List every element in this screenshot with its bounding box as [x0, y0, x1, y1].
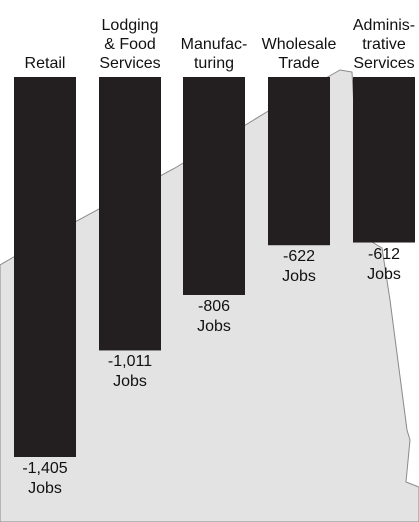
bars-group — [14, 77, 415, 457]
category-label-retail: Retail — [24, 55, 66, 72]
category-label-wholesale-trade: Wholesale Trade — [261, 36, 337, 72]
value-label-manufacturing: -806 Jobs — [197, 297, 231, 335]
category-label-lodging-food-services: Lodging & Food Services — [99, 17, 161, 72]
value-label-retail: -1,405 Jobs — [22, 460, 68, 497]
bar-lodging-food-services — [99, 77, 161, 351]
bar-wholesale-trade — [268, 77, 330, 246]
bar-retail — [14, 77, 76, 457]
bar-administrative-services — [353, 77, 415, 243]
bar-manufacturing — [183, 77, 245, 295]
value-label-wholesale-trade: -622 Jobs — [282, 248, 316, 286]
value-label-administrative-services: -612 Jobs — [367, 245, 401, 283]
category-label-manufacturing: Manufac- turing — [180, 36, 248, 72]
category-label-administrative-services: Adminis- trative Services — [352, 17, 416, 72]
value-label-lodging-food-services: -1,011 Jobs — [107, 353, 153, 391]
